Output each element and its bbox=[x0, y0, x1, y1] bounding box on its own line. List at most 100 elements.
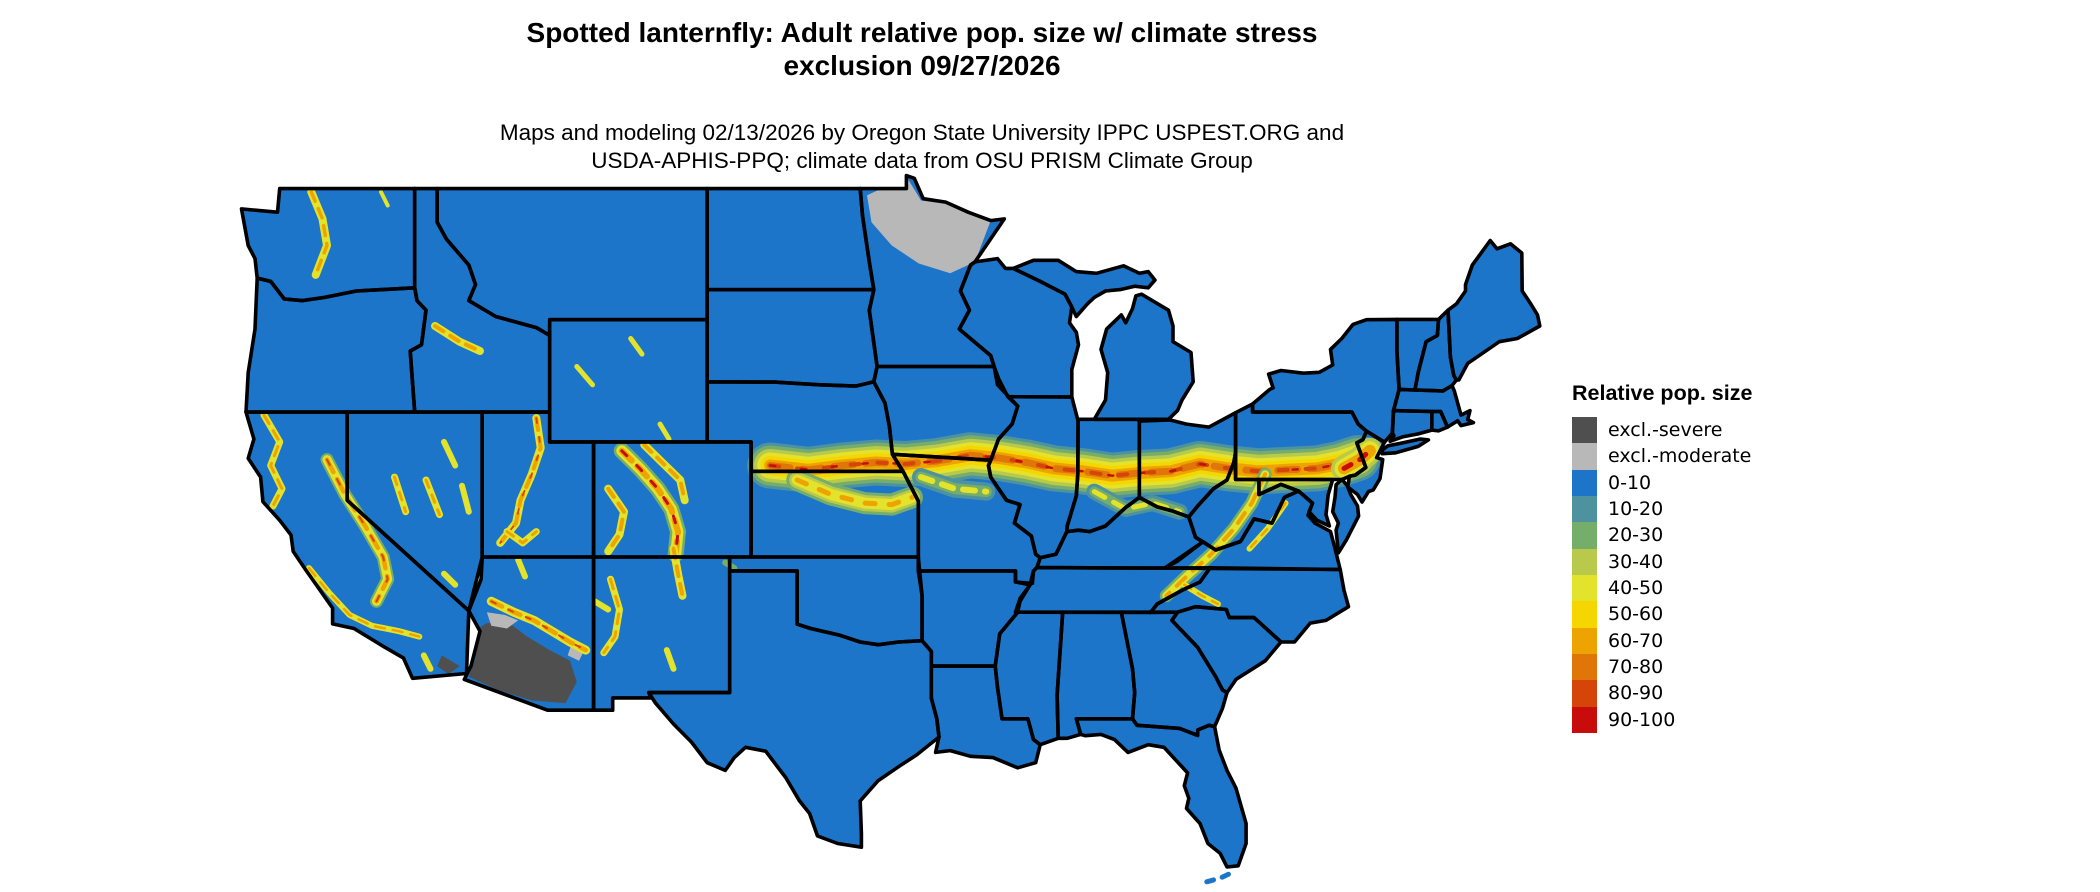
state-FL-border bbox=[1074, 717, 1248, 869]
patch-wy-windriver-s0 bbox=[574, 364, 595, 388]
legend-swatch-4 bbox=[1572, 522, 1597, 549]
state-ME bbox=[1448, 240, 1540, 380]
state-ME-border bbox=[1446, 238, 1542, 382]
legend-swatch-11 bbox=[1572, 706, 1597, 733]
legend-swatch-7 bbox=[1572, 601, 1597, 628]
state-LI bbox=[1382, 439, 1429, 454]
state-VT bbox=[1396, 319, 1439, 390]
patch-mo-fringe-s2 bbox=[918, 474, 990, 495]
legend-label-5: 30-40 bbox=[1608, 550, 1664, 573]
legend-swatch-1 bbox=[1572, 443, 1597, 470]
legend-entry-1: excl.-moderate bbox=[1572, 443, 1752, 470]
state-KS bbox=[751, 471, 919, 557]
patch-az-excl-moderate-1 bbox=[486, 612, 519, 629]
legend-label-2: 0-10 bbox=[1608, 471, 1652, 494]
legend-label-4: 20-30 bbox=[1608, 524, 1664, 547]
state-MIUP-border bbox=[1011, 258, 1157, 319]
legend-entry-10: 80-90 bbox=[1572, 680, 1752, 707]
legend-label-1: excl.-moderate bbox=[1608, 445, 1752, 468]
state-NM bbox=[593, 557, 730, 711]
state-NH bbox=[1414, 310, 1457, 391]
legend-title: Relative pop. size bbox=[1572, 381, 1753, 405]
legend-entry-8: 60-70 bbox=[1572, 627, 1752, 654]
patch-nj-hotspot-s3 bbox=[1341, 448, 1373, 471]
patch-co-rockies-1-s3 bbox=[620, 449, 680, 556]
patch-ut-south-s1 bbox=[505, 530, 538, 545]
legend-entry-11: 90-100 bbox=[1572, 706, 1752, 733]
patch-nv-range-2-s1 bbox=[424, 478, 441, 517]
state-NC bbox=[1150, 567, 1349, 642]
legend-label-6: 40-50 bbox=[1608, 577, 1664, 600]
legend-entry-3: 10-20 bbox=[1572, 495, 1752, 523]
state-LA bbox=[931, 666, 1041, 768]
patch-az-excl-severe bbox=[468, 623, 577, 704]
legend-swatch-0 bbox=[1572, 417, 1597, 444]
figure-subtitle-line1: Maps and modeling 02/13/2026 by Oregon S… bbox=[499, 120, 1345, 145]
patch-nv-range-4-s0 bbox=[459, 482, 472, 515]
state-OK bbox=[729, 557, 923, 645]
state-ND bbox=[707, 188, 874, 290]
state-MA bbox=[1393, 385, 1474, 428]
state-RI bbox=[1431, 411, 1448, 431]
legend-swatch-10 bbox=[1572, 680, 1597, 707]
patch-id-mountains-s1 bbox=[433, 324, 482, 353]
legend-swatch-3 bbox=[1572, 495, 1597, 523]
legend-label-0: excl.-severe bbox=[1608, 419, 1723, 442]
patch-ca-sandiego-s0 bbox=[420, 652, 434, 672]
legend-swatch-8 bbox=[1572, 627, 1597, 654]
patch-ks-branch-s3 bbox=[794, 477, 915, 508]
legend-entry-6: 40-50 bbox=[1572, 574, 1752, 602]
state-NV bbox=[347, 412, 483, 611]
figure-title: Spotted lanternfly: Adult relative pop. … bbox=[527, 16, 1318, 82]
us-map bbox=[239, 173, 1542, 885]
state-DELMARVA-border bbox=[1330, 477, 1361, 555]
patch-in-ky-fringe-s2 bbox=[1091, 489, 1183, 515]
state-SC bbox=[1171, 606, 1281, 693]
map-extras bbox=[1204, 868, 1239, 885]
state-FL bbox=[1076, 718, 1247, 867]
figure-title-line1: Spotted lanternfly: Adult relative pop. … bbox=[526, 17, 1318, 48]
state-CA-border bbox=[244, 410, 471, 681]
patch-nv-range-1-s1 bbox=[393, 475, 408, 514]
state-borders bbox=[239, 173, 1542, 869]
state-NY-border bbox=[1250, 317, 1401, 444]
state-WI bbox=[959, 258, 1079, 397]
patch-nv-range-3-s0 bbox=[441, 438, 459, 469]
patch-wa-ne-speck-s0 bbox=[379, 190, 390, 208]
state-SC-border bbox=[1170, 604, 1283, 695]
patch-mn-excl-moderate bbox=[867, 176, 991, 274]
state-WV bbox=[1188, 452, 1299, 550]
figure-subtitle-line2: USDA-APHIS-PPQ; climate data from OSU PR… bbox=[591, 148, 1253, 173]
state-MS bbox=[995, 612, 1063, 745]
state-fills bbox=[241, 175, 1540, 867]
state-KY bbox=[1036, 497, 1203, 569]
patch-ca-excl-severe bbox=[437, 655, 460, 675]
legend-swatch-5 bbox=[1572, 548, 1597, 575]
state-TX-border bbox=[647, 569, 941, 849]
figure-subtitle: Maps and modeling 02/13/2026 by Oregon S… bbox=[500, 119, 1344, 175]
state-UT bbox=[482, 412, 594, 557]
state-WY bbox=[549, 319, 708, 442]
state-MILP bbox=[1094, 294, 1194, 420]
legend-entry-9: 70-80 bbox=[1572, 653, 1752, 681]
state-TX bbox=[648, 570, 939, 848]
patch-az-mogollon-s2 bbox=[490, 600, 587, 652]
us-map-container bbox=[228, 170, 1548, 892]
state-OR bbox=[246, 278, 426, 413]
state-LI-border bbox=[1380, 437, 1431, 456]
legend-entry-5: 30-40 bbox=[1572, 548, 1752, 575]
patch-wa-cascades-s1 bbox=[309, 190, 329, 277]
state-MILP-border bbox=[1092, 292, 1195, 422]
legend-entry-4: 20-30 bbox=[1572, 522, 1752, 549]
patch-appalachia-band-s2 bbox=[1164, 472, 1268, 598]
state-ID bbox=[410, 188, 550, 413]
state-SD bbox=[707, 289, 878, 387]
legend-label-8: 60-70 bbox=[1608, 629, 1664, 652]
legend-label-10: 80-90 bbox=[1608, 682, 1664, 705]
patch-wy-laramie-s0 bbox=[657, 421, 672, 442]
patch-ca-sierra-s3 bbox=[326, 458, 389, 603]
patch-az-kaibab-s0 bbox=[515, 556, 528, 580]
legend-label-7: 50-60 bbox=[1608, 603, 1664, 626]
patch-nm-sacramento-s0 bbox=[663, 647, 677, 672]
state-MIUP bbox=[1013, 260, 1155, 317]
